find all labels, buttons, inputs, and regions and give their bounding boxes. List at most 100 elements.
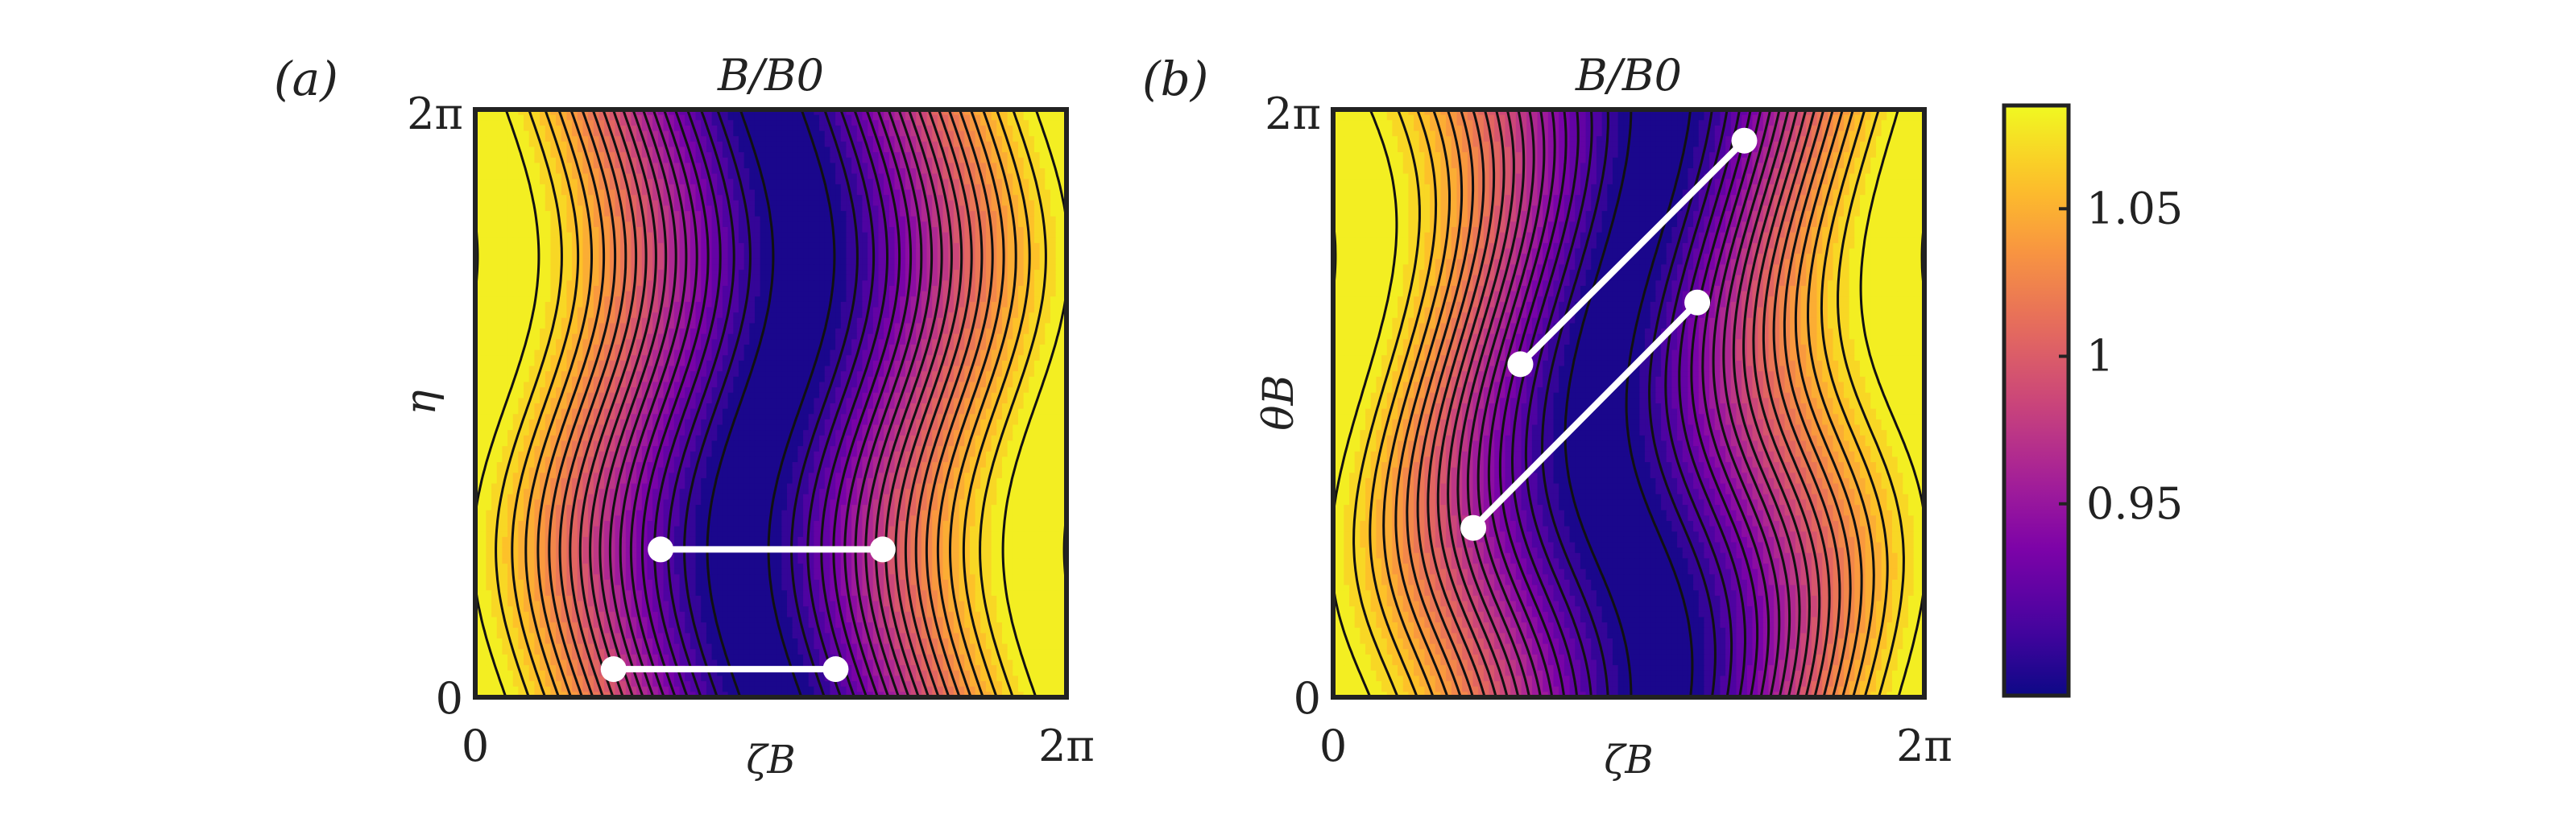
heat-cell — [566, 211, 572, 217]
heat-cell — [486, 120, 491, 126]
heat-cell — [486, 174, 491, 180]
heat-cell — [857, 323, 863, 328]
heat-cell — [862, 217, 868, 222]
heat-cell — [771, 184, 777, 190]
heat-cell — [921, 280, 927, 286]
heat-cell — [529, 243, 535, 249]
heat-cell — [534, 350, 540, 356]
heat-cell — [566, 221, 572, 227]
heat-cell — [739, 243, 744, 249]
heat-cell — [948, 126, 954, 131]
heat-cell — [793, 291, 798, 297]
heat-cell — [529, 227, 535, 233]
heat-cell — [862, 168, 868, 174]
heat-cell — [739, 238, 744, 243]
heat-cell — [1024, 190, 1029, 196]
heat-cell — [787, 200, 793, 206]
heat-cell — [491, 158, 497, 163]
heat-cell — [717, 131, 723, 137]
heat-cell — [497, 115, 503, 121]
heat-cell — [744, 174, 750, 180]
heat-cell — [723, 254, 728, 259]
heat-cell — [910, 211, 916, 217]
heat-cell — [529, 264, 535, 270]
heat-cell — [873, 152, 879, 158]
heat-cell — [733, 142, 739, 147]
heat-cell — [884, 318, 889, 324]
heat-cell — [540, 243, 545, 249]
heat-cell — [943, 179, 949, 184]
heat-cell — [992, 205, 997, 211]
heat-cell — [809, 259, 814, 265]
heat-cell — [921, 270, 927, 275]
heat-cell — [502, 142, 507, 147]
heat-cell — [878, 227, 884, 233]
heat-cell — [819, 312, 825, 318]
heat-cell — [1013, 200, 1018, 206]
heat-cell — [685, 291, 690, 297]
heat-cell — [529, 158, 535, 163]
heat-cell — [814, 126, 819, 131]
heat-cell — [566, 264, 572, 270]
heat-cell — [755, 174, 760, 180]
heat-cell — [803, 254, 809, 259]
heat-cell — [841, 270, 847, 275]
heat-cell — [1029, 179, 1034, 184]
heat-cell — [835, 200, 841, 206]
heat-cell — [1002, 291, 1008, 297]
heat-cell — [841, 308, 847, 313]
heat-cell — [781, 302, 787, 308]
heat-cell — [980, 120, 986, 126]
heat-cell — [1050, 275, 1056, 281]
heat-cell — [491, 142, 497, 147]
heat-cell — [690, 136, 696, 142]
heat-cell — [921, 217, 927, 222]
heat-cell — [744, 179, 750, 184]
heat-cell — [793, 200, 798, 206]
heat-cell — [771, 163, 777, 168]
heat-cell — [1050, 126, 1056, 131]
heat-cell — [712, 243, 718, 249]
heat-cell — [1056, 152, 1062, 158]
heat-cell — [771, 334, 777, 340]
heat-cell — [777, 195, 782, 200]
heat-cell — [674, 296, 680, 302]
heat-cell — [921, 296, 927, 302]
heat-cell — [884, 120, 889, 126]
heat-cell — [685, 211, 690, 217]
heat-cell — [712, 286, 718, 291]
heat-cell — [481, 221, 487, 227]
heat-cell — [959, 163, 965, 168]
heat-cell — [825, 243, 830, 249]
heat-cell — [550, 163, 556, 168]
heat-cell — [830, 339, 835, 345]
heat-cell — [685, 163, 690, 168]
heat-cell — [529, 270, 535, 275]
heat-cell — [777, 147, 782, 152]
heat-cell — [529, 142, 535, 147]
heat-cell — [733, 179, 739, 184]
heat-cell — [717, 308, 723, 313]
heat-cell — [1034, 238, 1040, 243]
heat-cell — [534, 168, 540, 174]
heat-cell — [723, 275, 728, 281]
heat-cell — [626, 286, 632, 291]
heat-cell — [755, 291, 760, 297]
heat-cell — [594, 291, 599, 297]
heat-cell — [771, 147, 777, 152]
heat-cell — [632, 350, 637, 356]
heat-cell — [825, 168, 830, 174]
heat-cell — [497, 152, 503, 158]
heat-cell — [615, 136, 620, 142]
heat-cell — [578, 350, 583, 356]
heat-cell — [497, 302, 503, 308]
heat-cell — [540, 184, 545, 190]
heat-cell — [862, 286, 868, 291]
heat-cell — [540, 280, 545, 286]
heat-cell — [518, 136, 524, 142]
heat-cell — [846, 339, 851, 345]
heat-cell — [481, 131, 487, 137]
heat-cell — [1056, 120, 1062, 126]
heat-cell — [797, 339, 803, 345]
heat-cell — [916, 152, 921, 158]
